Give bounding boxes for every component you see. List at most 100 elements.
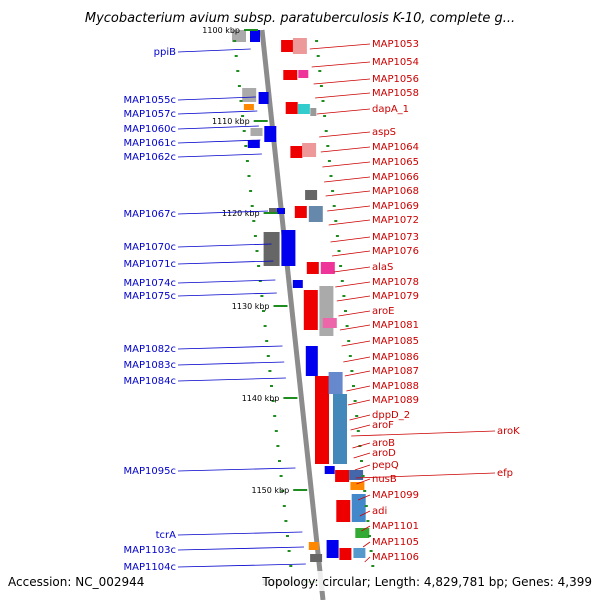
right-gene-label[interactable]: aroF — [372, 420, 394, 431]
left-leader-line — [177, 210, 269, 215]
right-leader-line — [341, 340, 371, 347]
left-gene-label[interactable]: MAP1057c — [124, 109, 176, 120]
right-gene-label[interactable]: MAP1081 — [372, 320, 419, 331]
right-gene-label[interactable]: MAP1085 — [372, 336, 419, 347]
gene-block — [250, 30, 260, 42]
gene-block — [328, 372, 343, 394]
right-leader-line — [355, 472, 496, 479]
right-gene-label[interactable]: MAP1086 — [372, 352, 419, 363]
left-gene-label[interactable]: MAP1074c — [124, 278, 176, 289]
right-gene-label[interactable]: MAP1066 — [372, 172, 419, 183]
left-gene-label[interactable]: MAP1084c — [124, 376, 176, 387]
right-gene-label[interactable]: MAP1068 — [372, 186, 419, 197]
track-tick-left — [266, 355, 270, 357]
track-tick-left — [289, 565, 293, 567]
right-gene-label[interactable]: MAP1058 — [372, 88, 419, 99]
right-leader-line — [319, 131, 371, 138]
gene-block — [281, 40, 296, 52]
gene-block — [298, 70, 309, 78]
left-leader-line — [177, 153, 262, 158]
gene-block — [292, 280, 303, 288]
track-tick-left — [255, 250, 259, 252]
left-gene-label[interactable]: MAP1082c — [124, 344, 176, 355]
right-gene-label[interactable]: MAP1053 — [372, 39, 419, 50]
left-leader-line — [177, 96, 256, 101]
right-leader-line — [313, 78, 371, 85]
right-gene-label[interactable]: MAP1054 — [372, 57, 419, 68]
left-gene-label[interactable]: MAP1061c — [124, 138, 176, 149]
track-tick-left — [287, 550, 291, 552]
right-gene-label[interactable]: efp — [497, 468, 513, 479]
left-gene-label[interactable]: MAP1095c — [124, 466, 176, 477]
right-gene-label[interactable]: MAP1064 — [372, 142, 419, 153]
right-gene-label[interactable]: MAP1101 — [372, 521, 419, 532]
left-gene-label[interactable]: MAP1104c — [124, 562, 176, 573]
right-gene-label[interactable]: dapA_1 — [372, 104, 409, 115]
right-gene-label[interactable]: alaS — [372, 262, 393, 273]
gene-block — [335, 470, 350, 482]
left-gene-label[interactable]: MAP1060c — [124, 124, 176, 135]
gene-block — [350, 482, 365, 490]
right-gene-label[interactable]: aspS — [372, 127, 396, 138]
gene-block — [285, 102, 298, 114]
right-gene-label[interactable]: MAP1076 — [372, 246, 419, 257]
right-gene-label[interactable]: MAP1072 — [372, 215, 419, 226]
right-gene-label[interactable]: aroD — [372, 448, 396, 459]
left-gene-label[interactable]: MAP1055c — [124, 95, 176, 106]
right-gene-label[interactable]: MAP1089 — [372, 395, 419, 406]
gene-block — [310, 108, 317, 116]
left-gene-label[interactable]: MAP1083c — [124, 360, 176, 371]
right-gene-label[interactable]: aroB — [372, 438, 395, 449]
right-gene-label[interactable]: nusB — [372, 474, 397, 485]
gene-block — [339, 548, 352, 560]
right-gene-label[interactable]: MAP1105 — [372, 537, 419, 548]
left-gene-label[interactable]: MAP1071c — [124, 259, 176, 270]
right-gene-label[interactable]: aroK — [497, 426, 520, 437]
left-leader-line — [177, 110, 258, 115]
gene-block — [283, 70, 298, 80]
gene-block — [351, 494, 366, 522]
track-tick-left — [237, 85, 241, 87]
left-leader-line — [177, 467, 296, 472]
right-gene-label[interactable]: MAP1073 — [372, 232, 419, 243]
right-gene-label[interactable]: MAP1099 — [372, 490, 419, 501]
right-gene-label[interactable]: MAP1056 — [372, 74, 419, 85]
track-tick-right — [324, 130, 328, 132]
gene-block — [353, 548, 366, 558]
right-gene-label[interactable]: pepQ — [372, 460, 399, 471]
right-gene-label[interactable]: MAP1069 — [372, 201, 419, 212]
right-leader-line — [328, 219, 371, 226]
right-gene-label[interactable]: MAP1065 — [372, 157, 419, 168]
left-gene-label[interactable]: MAP1070c — [124, 242, 176, 253]
gene-block — [243, 104, 254, 110]
right-gene-label[interactable]: MAP1106 — [372, 552, 419, 563]
left-gene-label[interactable]: tcrA — [156, 530, 177, 541]
track-tick-right — [331, 190, 335, 192]
left-leader-line — [177, 345, 283, 350]
right-gene-label[interactable]: MAP1088 — [372, 381, 419, 392]
left-gene-label[interactable]: MAP1103c — [124, 545, 176, 556]
right-gene-label[interactable]: MAP1078 — [372, 277, 419, 288]
left-gene-label[interactable]: MAP1067c — [124, 209, 176, 220]
left-gene-label[interactable]: MAP1075c — [124, 291, 176, 302]
right-gene-label[interactable]: dppD_2 — [372, 410, 410, 421]
gene-block — [297, 104, 310, 114]
track-tick-left — [276, 445, 280, 447]
track-tick-left — [260, 295, 264, 297]
track-tick-right — [366, 520, 370, 522]
track-tick-left — [258, 280, 262, 282]
right-gene-label[interactable]: MAP1079 — [372, 291, 419, 302]
right-gene-label[interactable]: aroE — [372, 306, 394, 317]
gene-block — [305, 190, 318, 200]
kbp-label: 1130 kbp — [232, 302, 270, 311]
left-gene-label[interactable]: ppiB — [154, 47, 176, 58]
left-leader-line — [177, 279, 276, 284]
track-tick-right — [318, 70, 322, 72]
left-leader-line — [177, 243, 272, 248]
right-leader-line — [353, 452, 371, 459]
left-gene-label[interactable]: MAP1062c — [124, 152, 176, 163]
gene-block — [315, 376, 329, 464]
right-gene-label[interactable]: adi — [372, 506, 387, 517]
right-gene-label[interactable]: MAP1087 — [372, 366, 419, 377]
track-tick-left — [252, 220, 256, 222]
